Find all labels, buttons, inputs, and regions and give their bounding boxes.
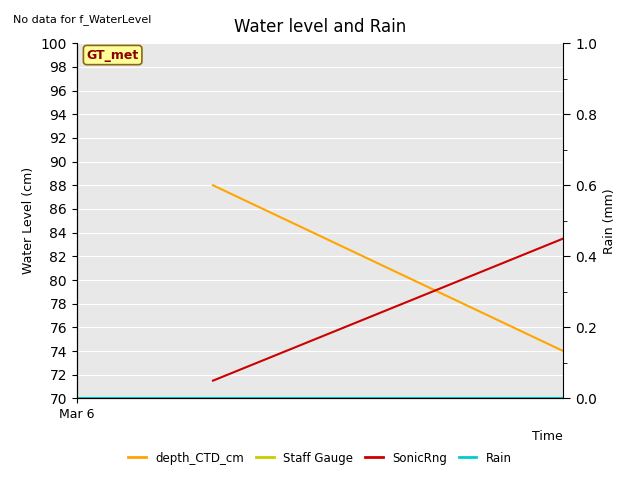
Y-axis label: Rain (mm): Rain (mm) [603,188,616,253]
Text: No data for f_WaterLevel: No data for f_WaterLevel [13,14,151,25]
Title: Water level and Rain: Water level and Rain [234,18,406,36]
Legend: depth_CTD_cm, Staff Gauge, SonicRng, Rain: depth_CTD_cm, Staff Gauge, SonicRng, Rai… [124,447,516,469]
Y-axis label: Water Level (cm): Water Level (cm) [22,167,35,275]
Text: GT_met: GT_met [86,48,139,61]
Text: Time: Time [532,430,563,444]
